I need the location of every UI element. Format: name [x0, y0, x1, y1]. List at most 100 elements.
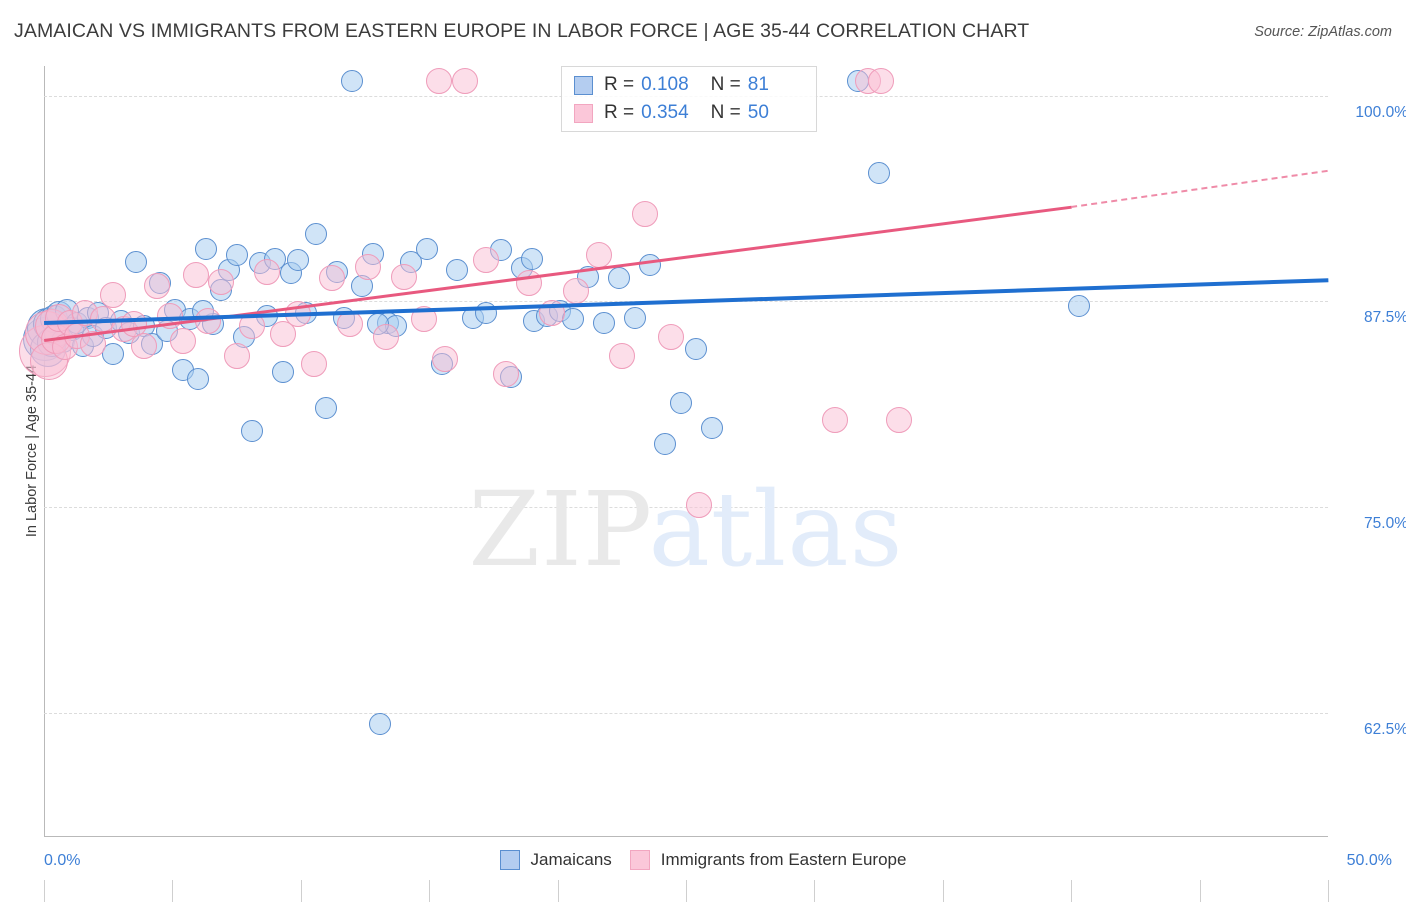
scatter-point[interactable] [239, 312, 265, 339]
scatter-point[interactable] [539, 299, 566, 326]
stats-row-pink: R = 0.354 N = 50 [574, 99, 804, 127]
x-axis-tick [1328, 880, 1329, 902]
page-title: JAMAICAN VS IMMIGRANTS FROM EASTERN EURO… [14, 20, 1030, 42]
scatter-point[interactable] [562, 308, 584, 331]
scatter-point[interactable] [867, 161, 890, 184]
scatter-point[interactable] [208, 268, 235, 295]
scatter-point[interactable] [472, 247, 499, 274]
scatter-point[interactable] [194, 237, 217, 260]
watermark: ZIPatlas [469, 470, 904, 590]
scatter-point[interactable] [669, 392, 692, 415]
scatter-point[interactable] [125, 250, 148, 273]
watermark-zip: ZIP [468, 470, 649, 590]
y-axis-line [44, 66, 45, 836]
scatter-point[interactable] [608, 267, 631, 290]
x-axis-max-label: 50.0% [1346, 852, 1392, 869]
scatter-point[interactable] [318, 265, 345, 292]
x-axis-tick [172, 880, 174, 902]
x-axis-tick [686, 880, 687, 902]
scatter-point[interactable] [182, 261, 209, 288]
scatter-point[interactable] [700, 416, 723, 439]
correlation-stats-box: R = 0.108 N = 81 R = 0.354 N = 50 [561, 66, 817, 132]
scatter-point[interactable] [169, 327, 196, 354]
x-axis-tick [1071, 880, 1073, 902]
scatter-point[interactable] [372, 324, 399, 351]
x-axis-tick [1199, 880, 1201, 902]
scatter-point[interactable] [300, 350, 327, 377]
x-axis-tick [44, 880, 45, 902]
y-tick-label: 100.0% [1355, 103, 1406, 121]
scatter-point[interactable] [102, 342, 125, 365]
immigrants-swatch-icon [629, 850, 650, 870]
scatter-point[interactable] [493, 360, 520, 387]
x-axis-tick [942, 880, 944, 902]
scatter-point[interactable] [886, 406, 913, 433]
scatter-point[interactable] [369, 713, 392, 736]
watermark-atlas: atlas [648, 470, 904, 590]
x-axis-tick [300, 880, 302, 902]
scatter-point[interactable] [271, 361, 294, 384]
scatter-point[interactable] [685, 492, 712, 519]
scatter-point[interactable] [225, 244, 248, 267]
scatter-point[interactable] [254, 258, 281, 285]
scatter-point[interactable] [657, 324, 684, 351]
scatter-point[interactable] [415, 237, 438, 260]
pink-trendline-extrapolated [1071, 169, 1329, 208]
scatter-point[interactable] [354, 253, 381, 280]
scatter-point[interactable] [131, 332, 158, 359]
scatter-point[interactable] [474, 301, 497, 324]
pink-r-label: R = [604, 102, 635, 123]
scatter-point[interactable] [431, 345, 458, 372]
scatter-point[interactable] [868, 67, 895, 94]
blue-n-value: 81 [747, 74, 769, 95]
scatter-point[interactable] [285, 301, 312, 328]
scatter-point[interactable] [520, 247, 543, 270]
legend-label-immigrants: Immigrants from Eastern Europe [660, 850, 907, 869]
scatter-point[interactable] [143, 273, 170, 300]
pink-n-value: 50 [747, 102, 769, 123]
scatter-point[interactable] [100, 281, 127, 308]
scatter-point[interactable] [585, 242, 612, 269]
y-tick-label: 75.0% [1364, 514, 1406, 532]
scatter-point[interactable] [446, 259, 469, 282]
scatter-point[interactable] [223, 342, 250, 369]
scatter-point[interactable] [1067, 295, 1090, 318]
scatter-point[interactable] [195, 308, 222, 335]
scatter-point[interactable] [336, 311, 363, 338]
scatter-point[interactable] [411, 306, 438, 333]
scatter-point[interactable] [821, 406, 848, 433]
x-axis-line [44, 836, 1328, 837]
blue-n-label: N = [710, 74, 741, 95]
scatter-point[interactable] [287, 249, 310, 272]
scatter-point[interactable] [452, 67, 479, 94]
scatter-point[interactable] [685, 337, 708, 360]
scatter-point[interactable] [156, 303, 183, 330]
scatter-point[interactable] [654, 433, 677, 456]
scatter-point[interactable] [562, 278, 589, 305]
scatter-point[interactable] [341, 69, 364, 92]
scatter-point[interactable] [426, 67, 453, 94]
scatter-point[interactable] [608, 342, 635, 369]
scatter-point[interactable] [315, 397, 338, 420]
scatter-point[interactable] [516, 270, 543, 297]
stats-row-blue: R = 0.108 N = 81 [574, 71, 804, 99]
x-axis-tick [429, 880, 431, 902]
scatter-point[interactable] [623, 306, 646, 329]
scatter-point[interactable] [305, 222, 328, 245]
scatter-point[interactable] [592, 311, 615, 334]
legend-label-jamaicans: Jamaicans [530, 850, 612, 869]
blue-r-label: R = [604, 74, 635, 95]
pink-n-label: N = [710, 102, 741, 123]
scatter-point[interactable] [241, 420, 263, 443]
scatter-point[interactable] [639, 254, 662, 277]
legend-item-jamaicans[interactable]: Jamaicans [499, 850, 612, 870]
scatter-point[interactable] [390, 263, 417, 290]
scatter-point[interactable] [187, 367, 210, 390]
scatter-point[interactable] [631, 201, 658, 228]
scatter-point[interactable] [79, 331, 106, 358]
blue-r-value: 0.108 [641, 74, 689, 95]
blue-series-swatch-icon [574, 75, 593, 95]
pink-r-value: 0.354 [641, 102, 689, 123]
legend-item-immigrants-eastern-europe[interactable]: Immigrants from Eastern Europe [629, 850, 907, 870]
x-axis-tick [814, 880, 816, 902]
